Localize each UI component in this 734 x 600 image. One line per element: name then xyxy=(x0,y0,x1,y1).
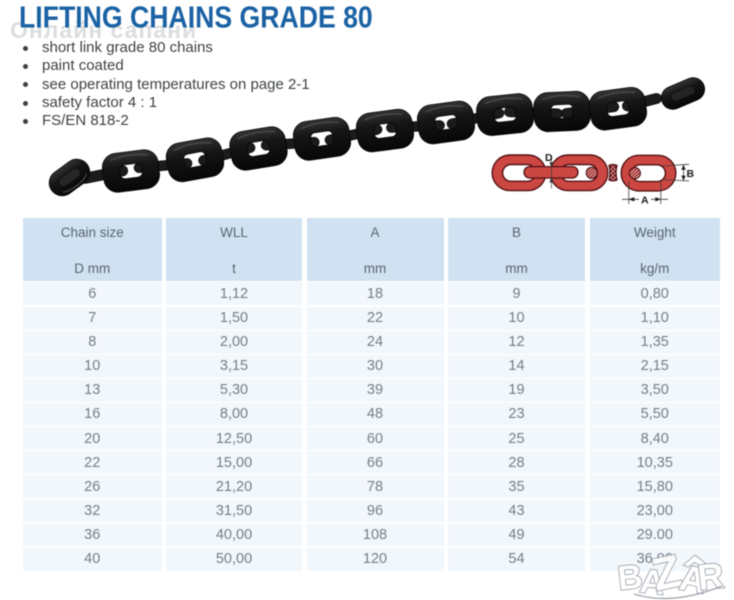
svg-text:B: B xyxy=(618,558,644,598)
svg-text:B: B xyxy=(687,168,695,180)
svg-text:A: A xyxy=(641,195,649,207)
svg-text:A: A xyxy=(638,562,666,600)
svg-text:D: D xyxy=(545,152,553,164)
svg-text:R: R xyxy=(696,554,726,597)
